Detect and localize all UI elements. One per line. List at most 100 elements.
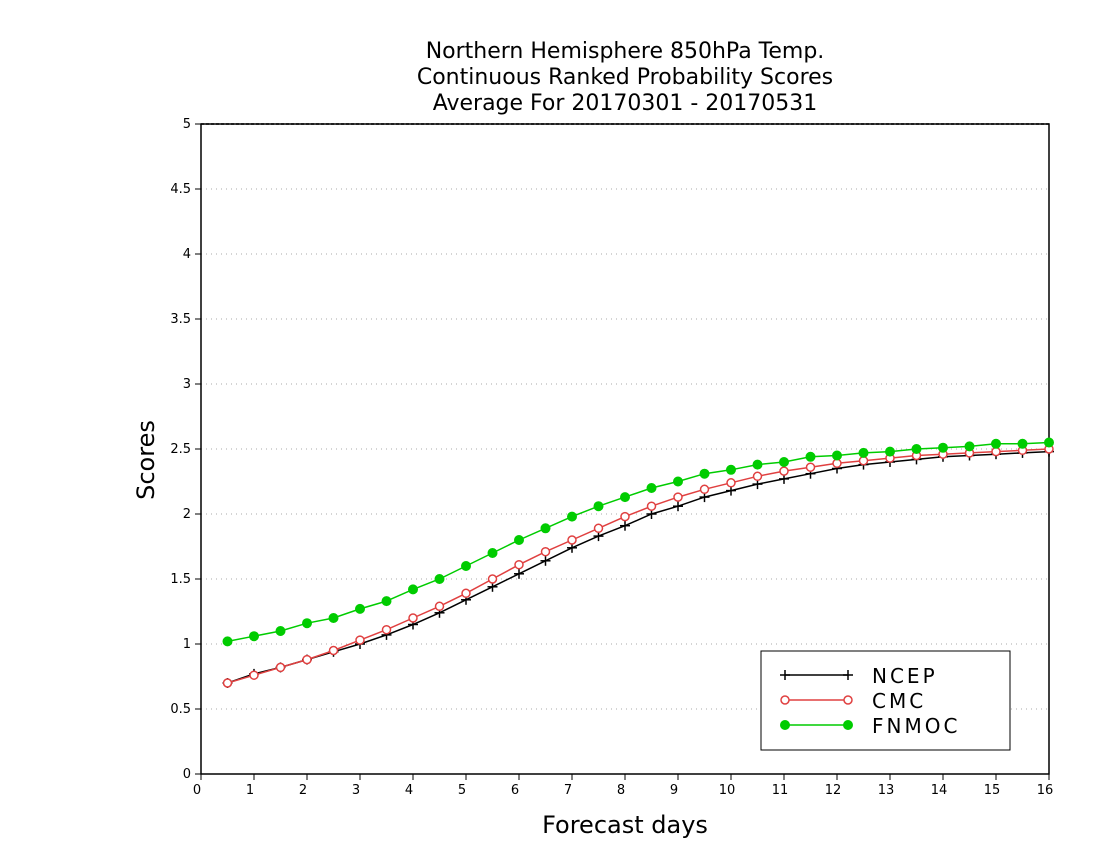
y-tick-label-2: 1: [183, 637, 191, 652]
point-cmc-22: [805, 462, 816, 472]
y-tick-label-8: 4: [183, 247, 191, 262]
point-fnmoc-22: [805, 451, 816, 462]
point-fnmoc-4: [328, 613, 339, 623]
x-tick-label-7: 7: [564, 783, 572, 798]
y-tick-label-3: 1.5: [170, 572, 191, 587]
point-fnmoc-0: [222, 636, 233, 647]
x-tick-label-15: 15: [984, 783, 1001, 798]
point-ncep-12: [540, 555, 551, 566]
point-cmc-8: [434, 601, 445, 612]
chart-title: Northern Hemisphere 850hPa Temp. Continu…: [417, 39, 833, 116]
point-cmc-17: [673, 492, 683, 502]
legend-label-cmc: CMC: [872, 689, 926, 713]
point-cmc-15: [620, 511, 630, 522]
x-axis-title: Forecast days: [542, 811, 708, 839]
legend-item-fnmoc: FNMOC: [780, 714, 957, 738]
chart-title-line-3: Average For 20170301 - 20170531: [433, 91, 818, 116]
point-fnmoc-24: [858, 447, 869, 458]
y-tick-label-7: 3.5: [170, 312, 191, 327]
point-cmc-4: [328, 645, 339, 656]
y-tick-label-1: 0.5: [170, 702, 191, 717]
point-fnmoc-6: [381, 596, 392, 607]
legend-marker-start-fnmoc: [780, 720, 790, 730]
point-fnmoc-25: [885, 446, 895, 457]
y-tick-label-0: 0: [183, 767, 191, 782]
point-ncep-11: [514, 568, 524, 579]
point-cmc-6: [381, 624, 392, 635]
x-tick-label-3: 3: [352, 783, 360, 798]
legend-label-ncep: NCEP: [872, 664, 938, 688]
x-tick-label-4: 4: [405, 783, 413, 798]
point-fnmoc-8: [434, 574, 445, 584]
point-fnmoc-23: [832, 450, 842, 461]
point-cmc-3: [302, 654, 312, 665]
point-fnmoc-15: [620, 492, 630, 503]
legend-marker-start-cmc: [780, 695, 790, 705]
chart-title-line-1: Northern Hemisphere 850hPa Temp.: [426, 39, 825, 64]
x-tick-label-10: 10: [719, 783, 736, 798]
point-fnmoc-31: [1044, 437, 1054, 448]
point-cmc-10: [487, 574, 498, 584]
x-tick-label-1: 1: [246, 783, 254, 798]
point-cmc-0: [222, 678, 233, 688]
y-tick-label-5: 2.5: [170, 442, 191, 457]
legend-marker-end-fnmoc: [843, 720, 853, 730]
axes: 00.511.522.533.544.550 1 2 3 4 5 6 7 8 9 10 11 12 13 1…: [170, 117, 1053, 798]
point-cmc-16: [646, 501, 657, 511]
x-tick-label-14: 14: [931, 783, 948, 798]
x-tick-label-0: 0: [193, 783, 201, 798]
y-tick-label-10: 5: [183, 117, 191, 132]
x-tick-label-13: 13: [878, 783, 895, 798]
point-cmc-9: [461, 588, 471, 599]
point-fnmoc-10: [487, 548, 498, 558]
x-tick-label-9: 9: [670, 783, 678, 798]
point-cmc-14: [593, 523, 604, 534]
series-line-cmc: [227, 448, 1050, 684]
point-cmc-13: [567, 535, 577, 545]
x-tick-label-5: 5: [458, 783, 466, 798]
point-cmc-1: [249, 670, 259, 680]
point-fnmoc-28: [964, 441, 975, 452]
x-tick-label-2: 2: [299, 783, 307, 798]
point-cmc-18: [699, 484, 710, 495]
point-fnmoc-5: [355, 603, 365, 614]
point-cmc-19: [726, 478, 736, 488]
x-tick-label-12: 12: [825, 783, 842, 798]
point-fnmoc-2: [275, 626, 286, 636]
point-cmc-2: [275, 662, 286, 673]
point-fnmoc-16: [646, 483, 657, 493]
point-fnmoc-19: [726, 464, 736, 475]
point-ncep-15: [620, 520, 630, 531]
point-cmc-21: [779, 466, 789, 476]
point-fnmoc-18: [699, 468, 710, 479]
point-cmc-11: [514, 559, 524, 570]
x-tick-label-6: 6: [511, 783, 519, 798]
point-fnmoc-9: [461, 561, 471, 571]
point-cmc-7: [408, 613, 418, 623]
legend-marker-end-cmc: [843, 695, 853, 705]
point-cmc-5: [355, 635, 365, 645]
legend-item-cmc: CMC: [780, 689, 926, 713]
point-fnmoc-1: [249, 631, 259, 642]
data-series: [222, 437, 1054, 688]
y-axis-title: Scores: [132, 420, 160, 500]
series-fnmoc: [222, 437, 1054, 647]
y-tick-label-4: 2: [183, 507, 191, 522]
point-ncep-17: [673, 501, 683, 512]
y-tick-label-9: 4.5: [170, 182, 191, 197]
legend-marker-end-ncep: [843, 670, 853, 680]
series-line-fnmoc: [227, 441, 1050, 643]
point-fnmoc-7: [408, 584, 418, 595]
series-line-ncep: [227, 450, 1050, 684]
point-fnmoc-27: [938, 442, 948, 453]
point-cmc-29: [991, 446, 1001, 457]
x-tick-label-8: 8: [617, 783, 625, 798]
point-fnmoc-26: [911, 444, 922, 454]
point-fnmoc-21: [779, 457, 789, 467]
legend-item-ncep: NCEP: [780, 664, 938, 688]
x-tick-label-16: 16: [1037, 783, 1054, 798]
legend-marker-start-ncep: [780, 670, 790, 680]
